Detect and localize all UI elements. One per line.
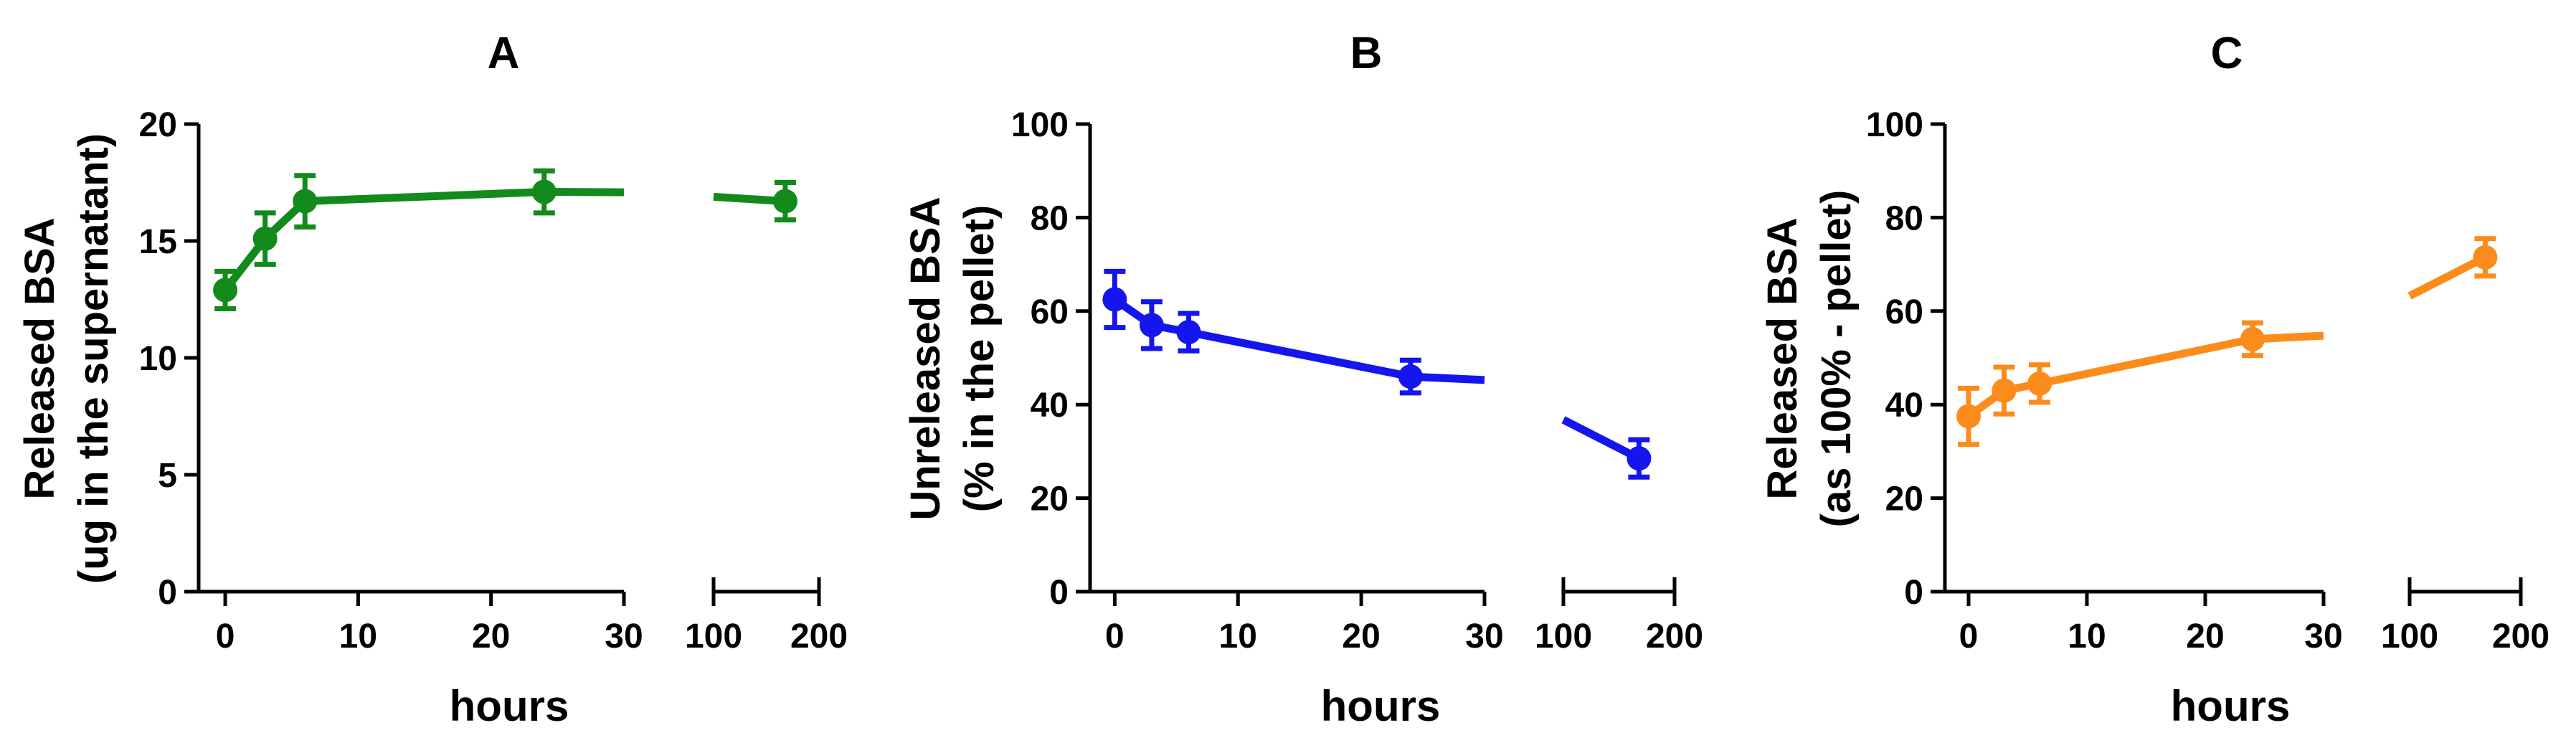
data-point [293, 189, 318, 214]
x-tick-label: 200 [1646, 617, 1703, 655]
x-tick-label: 30 [2304, 617, 2342, 655]
y-axis-label-line-1: Released BSA [1759, 217, 1806, 499]
y-axis-label-line-2: (as 100% - pellet) [1813, 190, 1860, 528]
y-axis-label-line-2: (% in the pellet) [956, 205, 1003, 513]
data-point [531, 179, 557, 204]
y-tick-label: 5 [158, 457, 177, 495]
series-line-segment [2407, 253, 2487, 300]
data-point [1102, 287, 1127, 312]
data-point [252, 226, 278, 251]
y-tick-label: 0 [1904, 574, 1923, 612]
panel-title: A [488, 29, 520, 78]
x-axis-label: hours [1321, 682, 1441, 730]
data-point [2473, 245, 2498, 270]
y-tick-label: 100 [1866, 106, 1923, 144]
panel-c: C 0 20 40 60 80 100 0 10 20 30 100 200 hours Released … [1759, 29, 2549, 730]
x-tick-label: 200 [2492, 617, 2549, 655]
data-point [2240, 326, 2265, 351]
x-tick-label: 100 [1535, 617, 1592, 655]
y-tick-label: 100 [1011, 106, 1069, 144]
y-tick-label: 15 [139, 223, 177, 261]
x-tick-label: 0 [1105, 617, 1124, 655]
y-tick-label: 0 [158, 574, 177, 612]
x-axis-label: hours [450, 682, 569, 730]
x-tick-label: 20 [472, 617, 510, 655]
series-0 [1102, 268, 1652, 480]
y-tick-label: 40 [1885, 387, 1923, 425]
x-tick-label: 20 [2186, 617, 2224, 655]
y-tick-label: 60 [1885, 293, 1923, 331]
x-tick-label: 10 [2068, 617, 2106, 655]
series-line-segment [1410, 372, 1485, 384]
y-tick-label: 20 [1031, 480, 1069, 519]
series-0 [213, 168, 797, 312]
y-tick-label: 10 [139, 340, 177, 378]
y-tick-label: 80 [1885, 199, 1923, 237]
series-line-segment [1188, 328, 1411, 381]
data-point [213, 278, 238, 303]
x-tick-label: 200 [790, 617, 848, 655]
y-tick-label: 20 [1885, 480, 1923, 519]
y-tick-label: 20 [139, 106, 177, 144]
y-tick-label: 60 [1031, 293, 1069, 331]
x-tick-label: 10 [339, 617, 377, 655]
data-point [1176, 320, 1201, 345]
x-axis-label: hours [2171, 682, 2291, 730]
x-tick-label: 30 [1465, 617, 1503, 655]
x-tick-label: 0 [1959, 617, 1979, 655]
x-tick-label: 100 [685, 617, 742, 655]
x-tick-label: 100 [2381, 617, 2438, 655]
data-point [772, 189, 797, 214]
data-point [1992, 378, 2017, 403]
series-line-segment [305, 188, 545, 206]
series-0 [1956, 236, 2498, 448]
y-tick-label: 40 [1031, 387, 1069, 425]
data-point [1956, 404, 1981, 429]
panel-b: B 0 20 40 60 80 100 0 10 20 30 100 200 hours Unrelease… [902, 29, 1703, 730]
data-point [1626, 446, 1652, 471]
y-axis-label-line-1: Unreleased BSA [902, 197, 949, 520]
series-line-segment [1561, 416, 1641, 463]
x-tick-label: 30 [605, 617, 643, 655]
data-point [2027, 371, 2052, 396]
data-point [1139, 313, 1164, 338]
y-axis-label-line-1: Released BSA [16, 217, 63, 499]
y-tick-label: 80 [1031, 199, 1069, 237]
series-line-segment [544, 188, 625, 197]
y-axis-label-line-2: (ug in the supernatant) [70, 133, 117, 584]
x-tick-label: 0 [216, 617, 235, 655]
panel-title: C [2211, 29, 2243, 78]
y-tick-label: 0 [1049, 574, 1069, 612]
panel-title: B [1350, 29, 1383, 78]
series-line-segment [2038, 335, 2254, 388]
x-tick-label: 10 [1219, 617, 1257, 655]
x-tick-label: 20 [1342, 617, 1380, 655]
data-point [1398, 364, 1423, 389]
